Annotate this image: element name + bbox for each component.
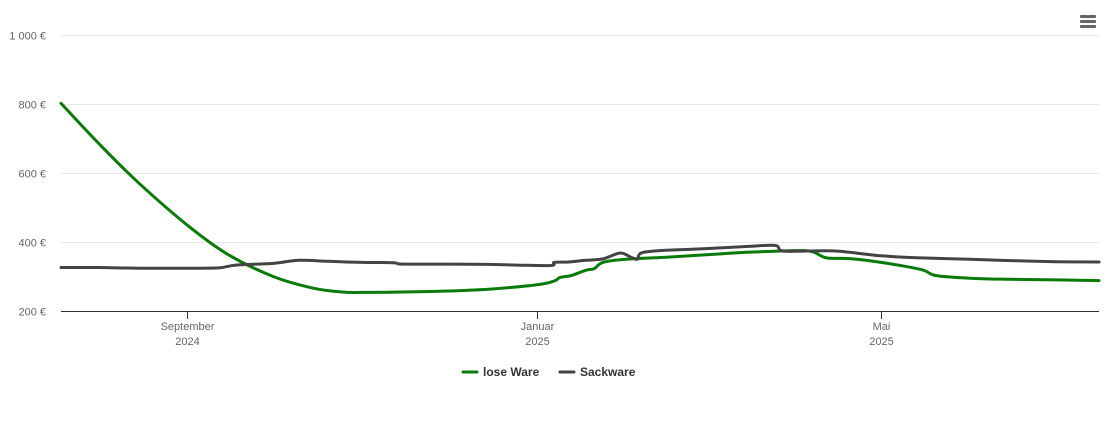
x-tick-label-month: September <box>161 321 215 333</box>
grid-lines <box>61 35 1099 243</box>
legend[interactable]: lose Ware Sackware <box>461 365 636 379</box>
hamburger-menu-icon <box>1080 25 1096 28</box>
x-axis <box>61 311 1099 319</box>
y-tick-label: 600 € <box>18 169 46 181</box>
x-tick-label-month: Januar <box>521 321 555 333</box>
y-tick-label: 1 000 € <box>9 31 46 43</box>
x-tick-label-year: 2024 <box>175 336 199 348</box>
y-tick-label: 800 € <box>18 100 46 112</box>
hamburger-menu-icon <box>1080 15 1096 18</box>
legend-label: lose Ware <box>483 365 540 379</box>
series-line-lose-ware <box>59 101 1101 294</box>
legend-item-lose-ware[interactable]: lose Ware <box>461 365 540 379</box>
legend-item-sackware[interactable]: Sackware <box>558 365 636 379</box>
x-axis-labels: September 2024 Januar 2025 Mai 2025 <box>161 321 894 348</box>
chart-menu-button[interactable] <box>1076 10 1100 34</box>
hamburger-menu-icon <box>1080 20 1096 23</box>
x-tick-label-month: Mai <box>873 321 891 333</box>
x-tick-label-year: 2025 <box>869 336 893 348</box>
y-axis-labels: 200 € 400 € 600 € 800 € 1 000 € <box>9 31 46 319</box>
x-tick-label-year: 2025 <box>525 336 549 348</box>
y-tick-label: 200 € <box>18 307 46 319</box>
series-lines <box>59 101 1101 294</box>
y-tick-label: 400 € <box>18 238 46 250</box>
series-line-sackware <box>59 243 1101 270</box>
legend-label: Sackware <box>580 365 636 379</box>
